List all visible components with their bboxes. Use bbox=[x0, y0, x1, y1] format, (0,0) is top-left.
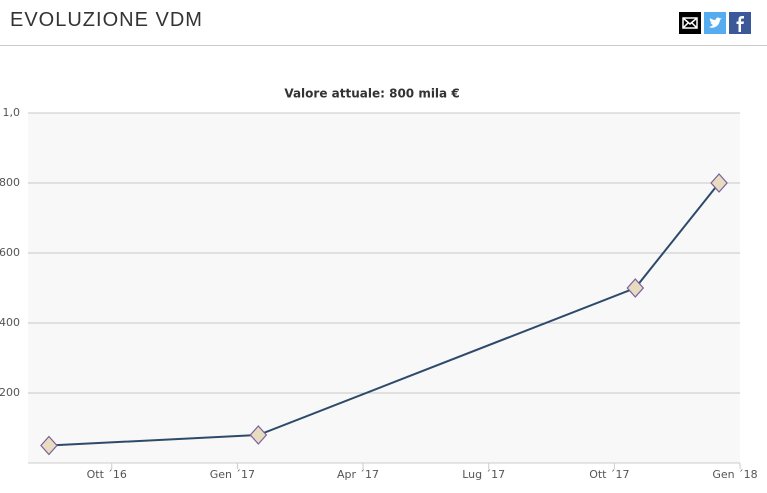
x-tick-label: Apr ´17 bbox=[337, 468, 379, 481]
y-tick-label: 800 bbox=[0, 176, 20, 189]
header-rule bbox=[0, 45, 767, 46]
facebook-button[interactable] bbox=[729, 12, 751, 34]
section-title: EVOLUZIONE VDM bbox=[10, 9, 203, 31]
y-tick-label: 1,0 bbox=[3, 106, 21, 119]
y-tick-label: 400 bbox=[0, 316, 20, 329]
y-tick-label: 600 bbox=[0, 246, 20, 259]
x-tick-label: Lug ´17 bbox=[462, 468, 505, 481]
chart-title: Valore attuale: 800 mila € bbox=[284, 87, 459, 101]
email-button[interactable] bbox=[679, 12, 701, 34]
point-marker bbox=[40, 435, 58, 456]
plot-background bbox=[28, 113, 740, 463]
x-tick-label: Ott ´17 bbox=[589, 468, 629, 481]
y-tick-label: 200 bbox=[0, 386, 20, 399]
point-marker bbox=[710, 173, 728, 193]
x-tick-label: Ott ´16 bbox=[87, 468, 127, 481]
x-tick-label: Gen ´17 bbox=[210, 468, 255, 481]
series-line bbox=[48, 182, 720, 447]
twitter-button[interactable] bbox=[704, 12, 726, 34]
x-tick-label: Gen ´18 bbox=[712, 468, 757, 481]
point-marker bbox=[626, 278, 645, 298]
share-icons bbox=[679, 12, 751, 34]
point-marker bbox=[249, 425, 268, 445]
